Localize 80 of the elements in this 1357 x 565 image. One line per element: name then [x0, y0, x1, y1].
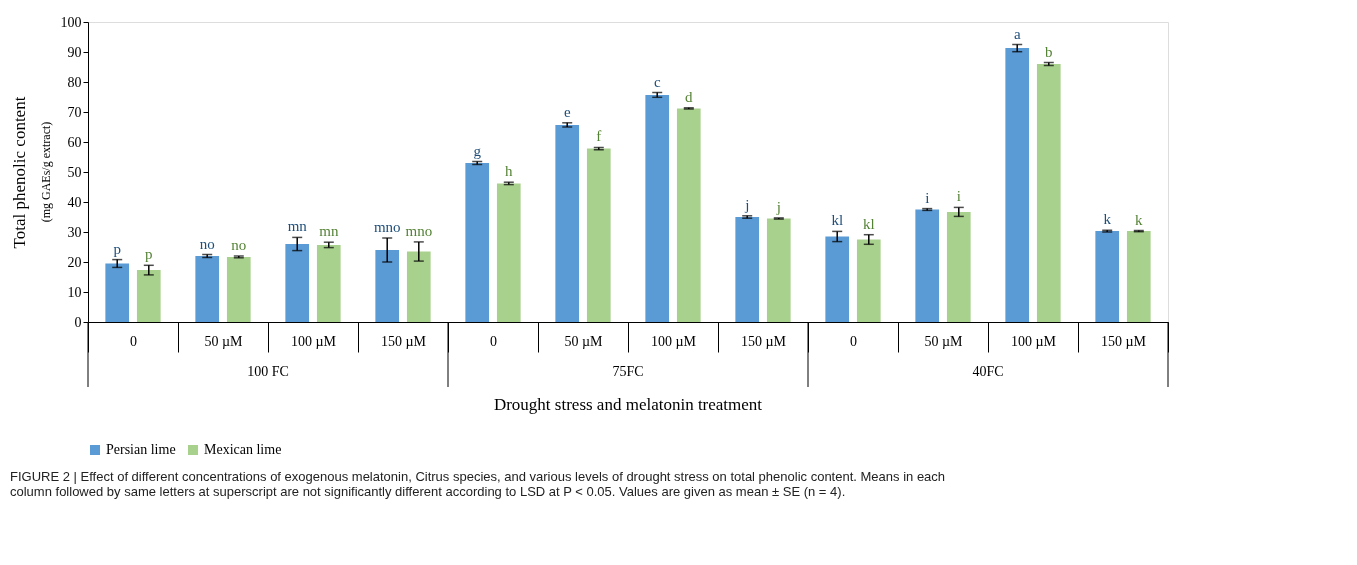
x-tick-label: 100 µM [650, 333, 697, 349]
bar [915, 209, 940, 322]
data-label: k [1103, 211, 1112, 228]
bar [676, 108, 701, 322]
data-label: a [1013, 25, 1021, 42]
text: 100 FC [247, 364, 289, 379]
data-label: b [1045, 43, 1053, 60]
bar [406, 251, 431, 322]
bar [375, 250, 400, 322]
x-tick-label: 100 µM [1010, 333, 1057, 349]
y-tick-label: 100 [60, 14, 82, 30]
data-label: j [775, 198, 781, 215]
bar [496, 183, 521, 322]
bar [735, 217, 760, 322]
y-tick-label: 80 [67, 74, 82, 90]
text: 75FC [612, 364, 644, 379]
y-tick-label: 30 [67, 224, 82, 240]
x-tick-label: 0 [850, 333, 857, 349]
data-label: i [925, 189, 930, 206]
x-tick-label: 50 µM [564, 333, 604, 349]
bar [136, 270, 161, 322]
bar [946, 211, 971, 322]
bar [316, 244, 341, 322]
data-label: kl [862, 215, 875, 232]
bar [226, 256, 251, 322]
data-label: no [199, 235, 215, 252]
x-axis-title: Drought stress and melatonin treatment [493, 395, 763, 414]
x-tick-label: 150 µM [740, 333, 787, 349]
data-label: kl [831, 212, 844, 229]
x-tick-label: 50 µM [204, 333, 244, 349]
x-tick-label: 150 µM [1100, 333, 1147, 349]
data-label: mn [287, 218, 308, 235]
y-tick-label: 60 [67, 134, 82, 150]
x-tick-label: 150 µM [380, 333, 427, 349]
bar [645, 94, 670, 322]
text: (mg GAEs/g extract) [39, 121, 53, 223]
y-tick-label: 40 [67, 194, 82, 210]
data-label: c [653, 73, 661, 90]
y-tick-label: 70 [67, 104, 82, 120]
data-label: mn [319, 223, 339, 240]
data-label: e [563, 103, 571, 120]
y-tick-label: 10 [67, 284, 82, 300]
caption: FIGURE 2 | Effect of different concentrations of exogenous melatonin, Citrus species, and various levels of drought stress on total phenolic content. Means in each column followed by same letters at superscript are not significantly different according to LSD at P < 0.05. Values are given as mean ± SE (n = 4). [10, 469, 946, 499]
data-label: mno [405, 222, 433, 239]
bar [105, 263, 130, 322]
legend-label: Persian lime [106, 442, 176, 457]
data-label: k [1135, 211, 1144, 228]
data-label: j [744, 196, 750, 213]
bar [465, 163, 490, 322]
bar [825, 236, 850, 322]
bar [856, 239, 881, 322]
x-tick-label: 0 [130, 333, 137, 349]
data-label: i [956, 188, 961, 205]
bar [766, 218, 791, 322]
data-label: f [596, 128, 602, 145]
y-tick-label: 0 [74, 314, 82, 330]
legend-label: Mexican lime [204, 442, 282, 457]
y-tick-label: 50 [67, 164, 82, 180]
bar [555, 124, 580, 322]
data-label: h [505, 163, 514, 180]
text: 40FC [972, 364, 1004, 379]
data-label: g [473, 142, 482, 159]
bar [1126, 231, 1151, 322]
y-tick-label: 90 [67, 44, 82, 60]
bar [1095, 231, 1120, 322]
x-tick-label: 0 [490, 333, 497, 349]
bar [195, 256, 220, 322]
data-label: d [685, 88, 694, 105]
y-tick-label: 20 [67, 254, 82, 270]
bar [1005, 48, 1030, 322]
x-tick-label: 50 µM [924, 333, 964, 349]
y-axis-title: Total phenolic content [9, 96, 29, 249]
data-label: p [113, 240, 121, 257]
bar [285, 244, 310, 322]
bar [586, 148, 611, 322]
data-label: no [231, 237, 247, 253]
data-label: p [145, 246, 153, 263]
data-label: mno [373, 219, 401, 235]
bar [1036, 64, 1061, 322]
x-tick-label: 100 µM [290, 333, 337, 349]
